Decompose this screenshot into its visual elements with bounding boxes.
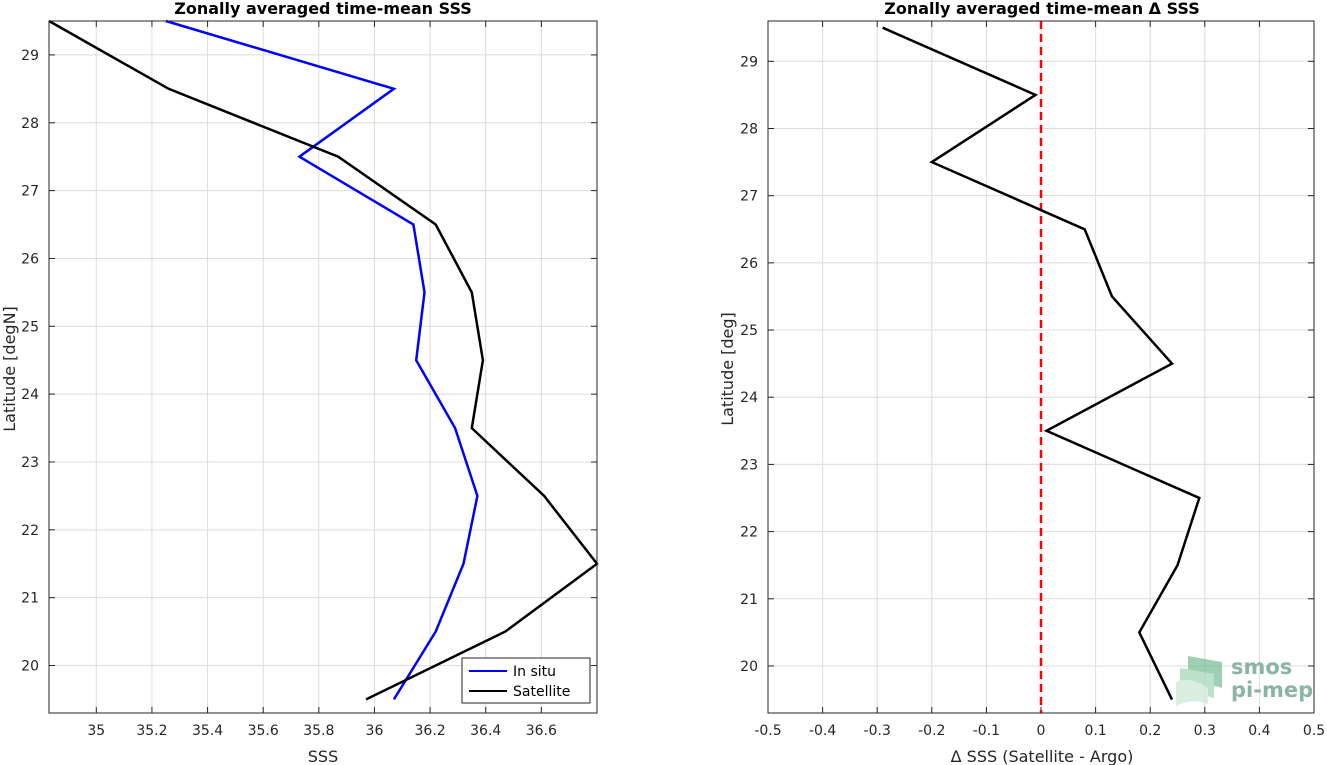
x-tick-label: 36 (366, 723, 384, 739)
logo-text-smos: smos (1231, 655, 1292, 679)
sss-series-group (48, 19, 599, 701)
x-tick-label: 0.1 (1084, 723, 1106, 739)
x-tick-label: 0.5 (1303, 723, 1325, 739)
x-tick-label: -0.5 (754, 723, 781, 739)
delta-sss-y-tick-labels: 20 21 22 23 24 25 26 27 28 29 (740, 54, 758, 675)
x-tick-label: 36.4 (470, 723, 501, 739)
delta-sss-axes-box (767, 20, 1315, 714)
legend-in-situ-label: In situ (513, 664, 556, 680)
legend-satellite-label: Satellite (513, 684, 570, 700)
y-tick-label: 22 (740, 525, 758, 541)
y-tick-label: 29 (21, 48, 39, 64)
y-tick-label: 27 (21, 184, 39, 200)
sss-x-axis-label: SSS (308, 747, 338, 765)
y-tick-label: 27 (740, 189, 758, 205)
y-tick-label: 26 (21, 251, 39, 267)
delta-sss-panel: -0.5 -0.4 -0.3 -0.2 -0.1 0 0.1 0.2 0.3 0.4 0.5 202… (718, 0, 1325, 765)
y-tick-label: 20 (21, 659, 39, 675)
logo-text-pi-mep: pi-mep (1231, 678, 1313, 702)
x-tick-label: -0.4 (809, 723, 836, 739)
series-line-in-situ (165, 19, 479, 701)
y-tick-label: 24 (21, 387, 39, 403)
y-tick-label: 23 (21, 455, 39, 471)
y-tick-label: 25 (21, 319, 39, 335)
delta-sss-chart-title: Zonally averaged time-mean Δ SSS (884, 0, 1200, 18)
x-tick-label: 36.2 (415, 723, 446, 739)
smos-pi-mep-logo: smos pi-mep (1176, 655, 1313, 706)
y-tick-label: 21 (21, 591, 39, 607)
y-tick-label: 25 (740, 323, 758, 339)
sss-x-tick-labels: 35 35.2 35.4 35.6 35.8 36 36.2 36.4 36.6 (87, 723, 557, 739)
x-tick-label: 36.6 (526, 723, 557, 739)
delta-sss-x-axis-label: Δ SSS (Satellite - Argo) (951, 747, 1134, 765)
x-tick-label: 0.4 (1248, 723, 1270, 739)
y-tick-label: 28 (21, 116, 39, 132)
sss-plot-area (49, 21, 597, 713)
y-tick-label: 28 (740, 121, 758, 137)
y-tick-label: 20 (740, 659, 758, 675)
y-tick-label: 21 (740, 592, 758, 608)
sss-panel: 35 35.2 35.4 35.6 35.8 36 36.2 36.4 36.6 2021222… (0, 0, 599, 765)
sss-y-tick-labels: 20 21 22 23 24 25 26 27 28 29 (21, 48, 39, 675)
x-tick-label: -0.1 (973, 723, 1000, 739)
y-tick-label: 29 (740, 54, 758, 70)
series-line-satellite (48, 19, 599, 701)
x-tick-label: 35.2 (136, 723, 167, 739)
x-tick-label: 0 (1037, 723, 1046, 739)
x-tick-label: 35.8 (303, 723, 334, 739)
delta-sss-x-tick-labels: -0.5 -0.4 -0.3 -0.2 -0.1 0 0.1 0.2 0.3 0.4 0.5 (754, 723, 1325, 739)
x-tick-label: 0.3 (1194, 723, 1216, 739)
y-tick-label: 23 (740, 457, 758, 473)
x-tick-label: 35.4 (192, 723, 223, 739)
sss-y-axis-label: Latitude [degN] (0, 306, 19, 432)
x-tick-label: 35.6 (248, 723, 279, 739)
logo-wave-icon (1176, 656, 1222, 706)
sss-grid (49, 21, 597, 713)
delta-sss-y-axis-label: Latitude [deg] (718, 312, 737, 426)
x-tick-label: 0.2 (1139, 723, 1161, 739)
sss-legend: In situ Satellite (461, 657, 591, 704)
sss-chart-title: Zonally averaged time-mean SSS (174, 0, 472, 18)
delta-sss-series-group (882, 21, 1201, 713)
sss-axes-box (48, 20, 598, 714)
series-line-delta-sss (882, 26, 1201, 701)
y-tick-label: 24 (740, 390, 758, 406)
x-tick-label: -0.3 (864, 723, 891, 739)
x-tick-label: 35 (87, 723, 105, 739)
x-tick-label: -0.2 (918, 723, 945, 739)
y-tick-label: 26 (740, 256, 758, 272)
legend-box (461, 657, 591, 704)
y-tick-label: 22 (21, 523, 39, 539)
